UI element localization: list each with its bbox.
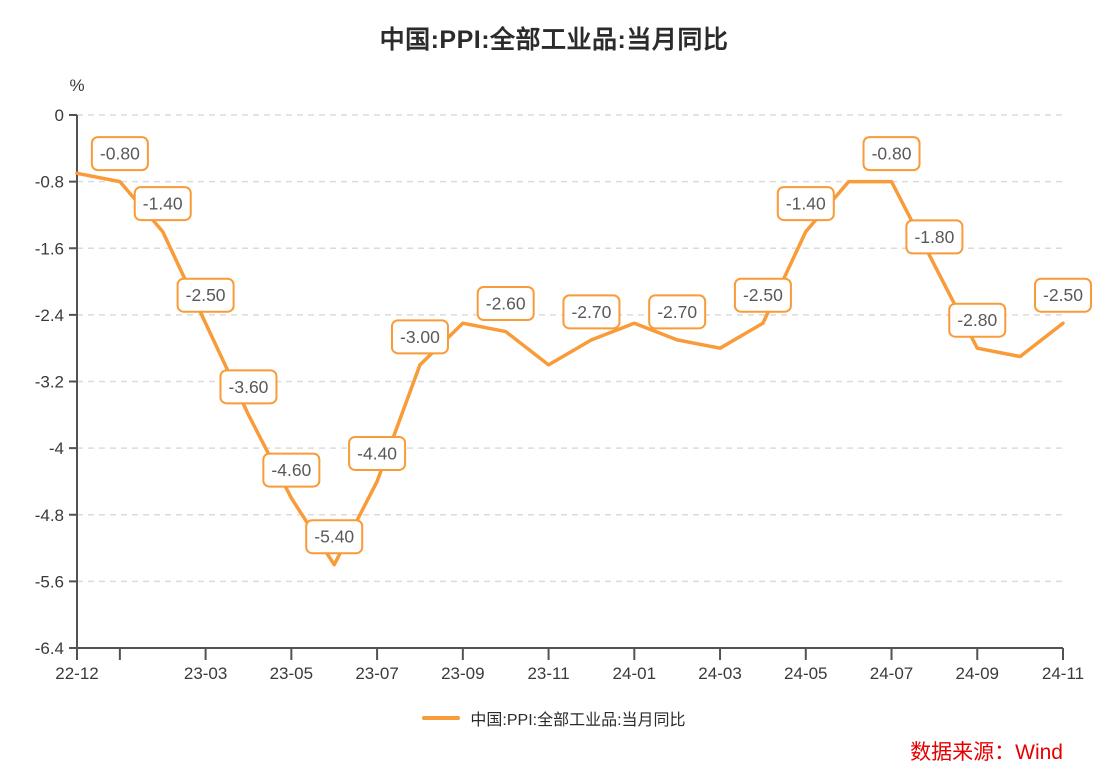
point-label: -2.60: [486, 294, 526, 314]
ppi-line-chart: 0 -0.8 -1.6 -2.4 -3.2 -4 -4.8 -5.6 -6.4% 22-12 23-…: [35, 76, 1092, 683]
point-label: -2.80: [957, 310, 997, 330]
x-tick-label: 23-07: [355, 664, 398, 683]
point-label-box: [948, 302, 1007, 338]
point-label-box: [133, 186, 192, 222]
x-tick-label: 23-11: [527, 664, 569, 683]
point-label: -5.40: [314, 527, 354, 547]
legend: 中国:PPI:全部工业品:当月同比: [0, 706, 1108, 730]
y-tick-label: -0.8: [35, 173, 64, 192]
point-label: -4.40: [357, 443, 397, 463]
point-label-box: [219, 369, 278, 405]
point-label: -2.70: [657, 302, 697, 322]
y-tick-label: -4: [49, 439, 64, 458]
y-axis-unit-label: %: [69, 76, 84, 95]
point-label: -2.70: [571, 302, 611, 322]
y-tick-label: -6.4: [35, 639, 64, 658]
x-tick-label: 24-09: [956, 664, 999, 683]
point-label-box: [390, 319, 449, 355]
x-tick-label: 23-05: [270, 664, 313, 683]
x-tick-label: 24-07: [870, 664, 913, 683]
x-tick-label: 22-12: [55, 664, 98, 683]
point-label-box: [648, 294, 707, 330]
point-label: -2.50: [1043, 285, 1083, 305]
point-label-box: [90, 136, 149, 172]
point-label: -2.50: [186, 285, 226, 305]
point-label-box: [905, 219, 964, 255]
point-label: -2.50: [743, 285, 783, 305]
point-label-box: [305, 519, 364, 555]
x-tick-label: 24-11: [1042, 664, 1084, 683]
point-label: -3.00: [400, 327, 440, 347]
x-tick-label: 24-03: [698, 664, 741, 683]
y-tick-label: 0: [55, 106, 64, 125]
legend-line-swatch: [422, 716, 461, 720]
point-label-box: [1034, 277, 1092, 313]
point-label: -4.60: [271, 460, 311, 480]
point-label: -1.40: [143, 194, 183, 214]
point-label: -1.40: [786, 194, 826, 214]
x-tick-label: 24-05: [784, 664, 827, 683]
y-tick-label: -3.2: [35, 373, 64, 392]
point-label-box: [862, 136, 921, 172]
point-label-box: [348, 435, 407, 471]
point-label: -0.80: [872, 144, 912, 164]
legend-label: 中国:PPI:全部工业品:当月同比: [470, 712, 686, 729]
x-tick-label: 23-09: [441, 664, 484, 683]
point-label-box: [476, 286, 535, 322]
point-label-box: [562, 294, 621, 330]
x-tick-label: 23-03: [184, 664, 227, 683]
chart-title: 中国:PPI:全部工业品:当月同比: [379, 26, 729, 54]
point-label-box: [776, 186, 835, 222]
point-label: -3.60: [229, 377, 269, 397]
data-source-label: 数据来源：Wind: [910, 741, 1063, 764]
point-label: -0.80: [100, 144, 140, 164]
point-label-box: [176, 277, 235, 313]
y-tick-label: -1.6: [35, 239, 64, 258]
y-tick-label: -2.4: [35, 306, 64, 325]
y-tick-label: -5.6: [35, 572, 64, 591]
point-label-box: [733, 277, 792, 313]
point-label-box: [262, 452, 321, 488]
y-tick-label: -4.8: [35, 506, 64, 525]
x-tick-label: 24-01: [613, 664, 656, 683]
point-label: -1.80: [914, 227, 954, 247]
